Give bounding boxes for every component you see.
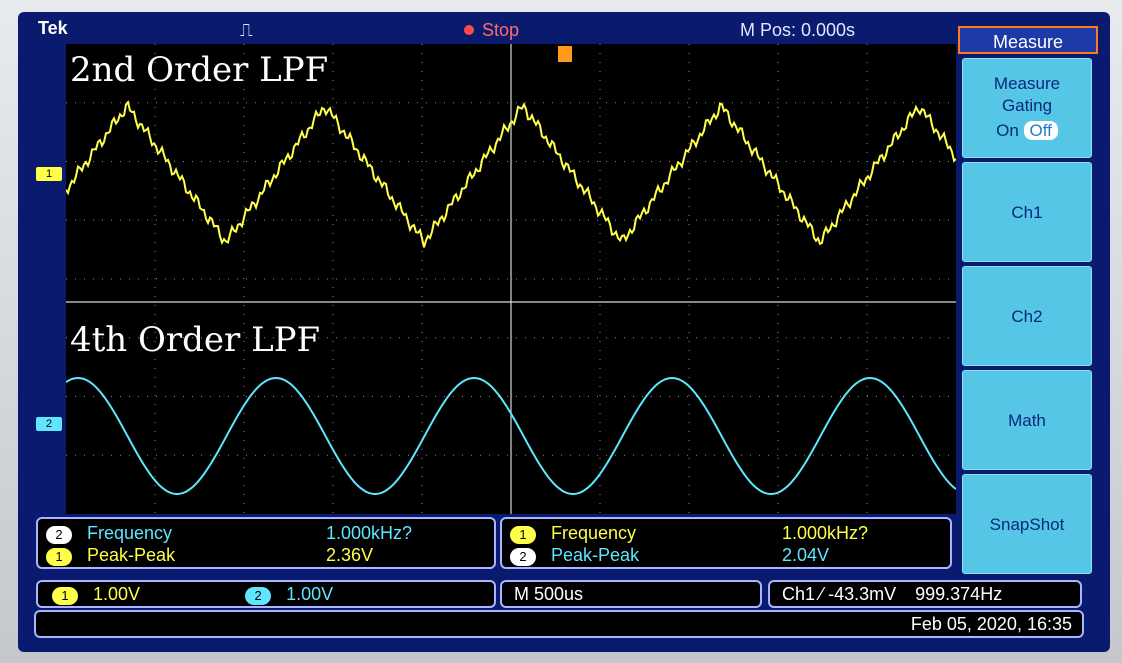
channel-badge: 2 <box>510 548 536 566</box>
graticule-grid <box>66 44 956 514</box>
vertical-scale-bar: 1 1.00V 2 1.00V <box>36 580 496 608</box>
waveform-display: 2nd Order LPF 4th Order LPF <box>66 44 956 514</box>
horizontal-position: M Pos: 0.000s <box>740 20 856 40</box>
ch2-trace <box>66 376 956 495</box>
pulse-icon: ⎍ <box>240 20 253 40</box>
trigger-source: Ch1 <box>782 584 816 604</box>
math-button[interactable]: Math <box>962 370 1092 470</box>
ch1-button[interactable]: Ch1 <box>962 162 1092 262</box>
measurement-label: Frequency <box>551 523 637 543</box>
bottom-trace-title: 4th Order LPF <box>70 320 321 360</box>
ch2-button[interactable]: Ch2 <box>962 266 1092 366</box>
trigger-position-marker <box>558 46 572 62</box>
ch2-scale[interactable]: 1.00V <box>286 584 334 604</box>
channel-badge: 1 <box>46 548 72 566</box>
measurement-value: 1.000kHz? <box>782 523 869 543</box>
channel-badge: 1 <box>510 526 536 544</box>
channel-badge: 2 <box>46 526 72 544</box>
stop-indicator-icon <box>464 25 474 35</box>
brand-label: Tek <box>38 18 68 38</box>
gating-on-option: On <box>996 121 1019 140</box>
measurement-value: 2.04V <box>782 545 830 565</box>
rising-edge-icon: ⁄ <box>820 584 824 604</box>
measurement-row: 1 Peak-Peak 2.36V <box>46 545 373 569</box>
timebase-value: M 500us <box>514 584 584 604</box>
measurement-value: 1.000kHz? <box>326 523 413 543</box>
measurement-label: Frequency <box>87 523 173 543</box>
datetime-bar: Feb 05, 2020, 16:35 <box>34 610 1084 638</box>
ch1-ground-marker[interactable]: 1 <box>36 167 62 181</box>
top-trace-title: 2nd Order LPF <box>70 50 329 90</box>
gating-label: Measure Gating <box>993 74 1061 115</box>
measurement-row: 1 Frequency 1.000kHz? <box>510 523 868 547</box>
measurement-label: Peak-Peak <box>87 545 176 565</box>
measurement-row: 2 Peak-Peak 2.04V <box>510 545 829 569</box>
measurement-row: 2 Frequency 1.000kHz? <box>46 523 412 547</box>
measurement-label: Peak-Peak <box>551 545 640 565</box>
top-status-bar: Tek ⎍ Stop M Pos: 0.000s <box>18 12 958 44</box>
ch2-ground-marker[interactable]: 2 <box>36 417 62 431</box>
trigger-bar[interactable]: Ch1 ⁄ -43.3mV 999.374Hz <box>768 580 1082 608</box>
trigger-frequency: 999.374Hz <box>915 584 1003 604</box>
measure-gating-button[interactable]: Measure Gating On Off <box>962 58 1092 158</box>
snapshot-button[interactable]: SnapShot <box>962 474 1092 574</box>
ch1-trace <box>66 100 956 248</box>
measurement-panel-right: 1 Frequency 1.000kHz? 2 Peak-Peak 2.04V <box>500 517 952 569</box>
ch1-badge: 1 <box>52 587 78 605</box>
gating-off-option: Off <box>1023 121 1058 140</box>
trigger-level: -43.3mV <box>828 584 897 604</box>
oscilloscope-screen: Tek ⎍ Stop M Pos: 0.000s 2nd Order LPF 4… <box>18 12 1110 652</box>
run-state: Stop <box>482 20 520 40</box>
datetime: Feb 05, 2020, 16:35 <box>910 614 1072 634</box>
ch2-badge: 2 <box>245 587 272 605</box>
measurement-panel-left: 2 Frequency 1.000kHz? 1 Peak-Peak 2.36V <box>36 517 496 569</box>
menu-title: Measure <box>958 26 1098 54</box>
timebase-bar[interactable]: M 500us <box>500 580 762 608</box>
ch1-scale[interactable]: 1.00V <box>93 584 141 604</box>
side-menu: Measure Measure Gating On Off Ch1 Ch2 Ma… <box>958 26 1098 608</box>
measurement-value: 2.36V <box>326 545 374 565</box>
